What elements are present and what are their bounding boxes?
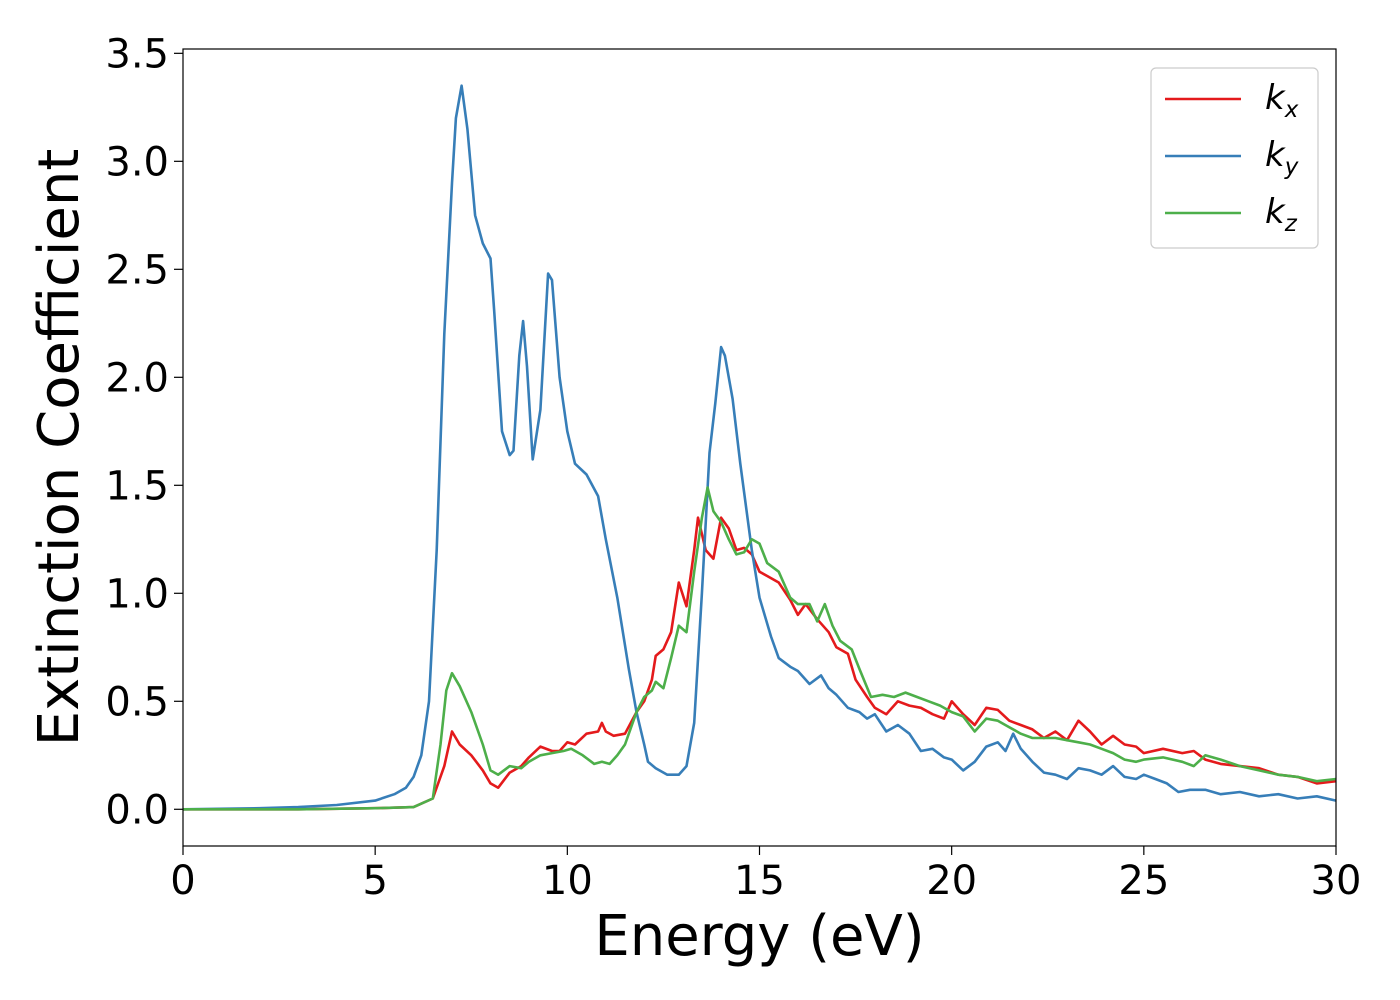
legend-box xyxy=(1150,67,1319,249)
y-axis-label: Extinction Coefficient xyxy=(27,149,92,747)
x-axis: 0 5 10 15 20 25 30 xyxy=(170,846,1361,904)
x-tick-label: 25 xyxy=(1118,858,1169,904)
y-axis: 0.0 0.5 1.0 1.5 2.0 2.5 3.0 3.5 xyxy=(105,31,183,833)
series-layer xyxy=(182,84,1337,811)
series-line-y xyxy=(182,84,1337,811)
series-line-z xyxy=(183,486,1337,811)
x-tick-label: 0 xyxy=(170,858,195,904)
x-tick-label: 20 xyxy=(926,858,977,904)
y-tick-label: 3.5 xyxy=(105,31,169,77)
legend-label-y: ky xyxy=(1265,135,1299,180)
y-tick-label: 2.0 xyxy=(105,355,169,401)
x-tick-label: 5 xyxy=(362,858,387,904)
y-tick-label: 0.0 xyxy=(105,787,169,833)
legend: kx ky kz xyxy=(1150,67,1319,249)
y-tick-label: 1.0 xyxy=(105,571,169,617)
y-tick-label: 0.5 xyxy=(105,679,169,725)
x-tick-label: 10 xyxy=(542,858,593,904)
x-tick-label: 15 xyxy=(734,858,785,904)
series-line-x xyxy=(183,516,1337,811)
legend-label-z: kz xyxy=(1265,192,1298,237)
x-tick-label: 30 xyxy=(1311,858,1362,904)
legend-label-x: kx xyxy=(1265,78,1299,123)
y-tick-label: 1.5 xyxy=(105,463,169,509)
x-axis-label: Energy (eV) xyxy=(594,904,924,969)
y-tick-label: 3.0 xyxy=(105,139,169,185)
y-tick-label: 2.5 xyxy=(105,247,169,293)
